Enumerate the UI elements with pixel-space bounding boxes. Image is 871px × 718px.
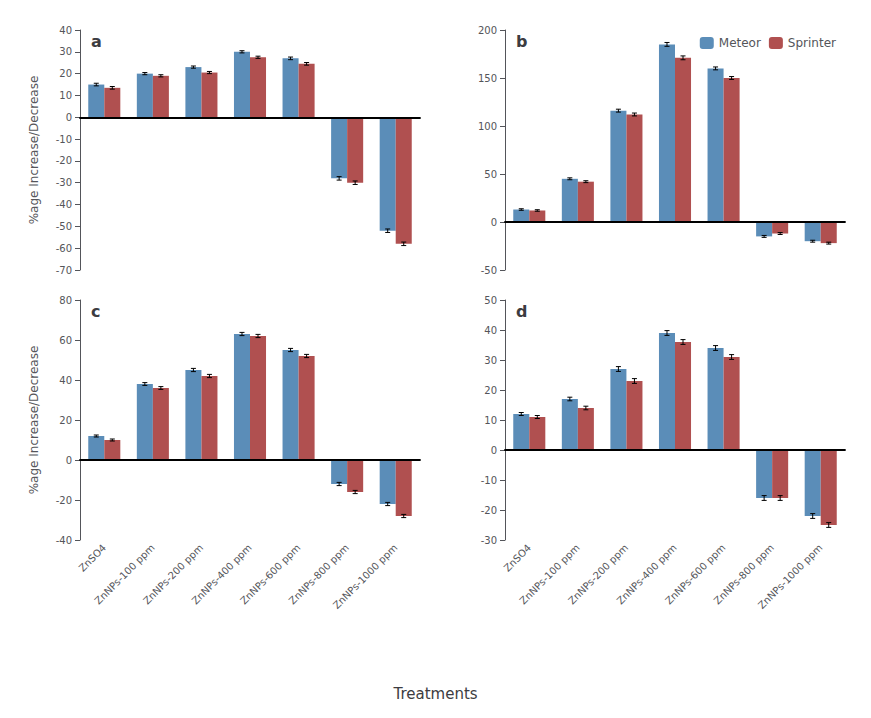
svg-text:-20: -20: [481, 505, 497, 516]
svg-text:0: 0: [66, 455, 72, 466]
svg-text:0: 0: [491, 217, 497, 228]
svg-text:-30: -30: [56, 177, 72, 188]
svg-text:-50: -50: [481, 265, 497, 276]
svg-text:ZnNPs-200 ppm: ZnNPs-200 ppm: [141, 542, 206, 607]
svg-text:-20: -20: [56, 155, 72, 166]
svg-text:ZnSO4: ZnSO4: [502, 542, 534, 574]
svg-text:Meteor: Meteor: [719, 36, 761, 50]
svg-text:0: 0: [491, 445, 497, 456]
svg-text:50: 50: [484, 295, 497, 306]
svg-text:10: 10: [59, 90, 72, 101]
svg-text:ZnSO4: ZnSO4: [77, 542, 109, 574]
svg-text:ZnNPs-600 ppm: ZnNPs-600 ppm: [238, 542, 303, 607]
svg-text:ZnNPs-1000 ppm: ZnNPs-1000 ppm: [331, 542, 400, 611]
svg-text:%age Increase/Decrease: %age Increase/Decrease: [27, 346, 41, 495]
svg-text:b: b: [516, 32, 527, 51]
svg-text:-50: -50: [56, 221, 72, 232]
svg-text:-40: -40: [56, 199, 72, 210]
svg-text:-60: -60: [56, 243, 72, 254]
svg-text:60: 60: [59, 335, 72, 346]
svg-text:-70: -70: [56, 265, 72, 276]
svg-text:40: 40: [484, 325, 497, 336]
svg-text:c: c: [91, 302, 100, 321]
svg-text:0: 0: [66, 112, 72, 123]
svg-text:Sprinter: Sprinter: [788, 36, 836, 50]
svg-text:40: 40: [59, 375, 72, 386]
svg-text:ZnNPs-600 ppm: ZnNPs-600 ppm: [663, 542, 728, 607]
svg-text:d: d: [516, 302, 527, 321]
svg-text:40: 40: [59, 25, 72, 36]
svg-text:100: 100: [478, 121, 497, 132]
svg-text:80: 80: [59, 295, 72, 306]
svg-text:20: 20: [59, 68, 72, 79]
svg-text:150: 150: [478, 73, 497, 84]
svg-text:200: 200: [478, 25, 497, 36]
svg-text:-10: -10: [56, 134, 72, 145]
svg-text:50: 50: [484, 169, 497, 180]
svg-text:ZnNPs-800 ppm: ZnNPs-800 ppm: [286, 542, 351, 607]
svg-text:ZnNPs-100 ppm: ZnNPs-100 ppm: [92, 542, 157, 607]
svg-text:ZnNPs-800 ppm: ZnNPs-800 ppm: [711, 542, 776, 607]
svg-text:30: 30: [59, 46, 72, 57]
svg-text:ZnNPs-400 ppm: ZnNPs-400 ppm: [189, 542, 254, 607]
svg-text:20: 20: [484, 385, 497, 396]
svg-text:-10: -10: [481, 475, 497, 486]
svg-text:-40: -40: [56, 535, 72, 546]
svg-text:Treatments: Treatments: [392, 685, 477, 703]
svg-text:ZnNPs-1000 ppm: ZnNPs-1000 ppm: [756, 542, 825, 611]
svg-text:30: 30: [484, 355, 497, 366]
svg-text:ZnNPs-400 ppm: ZnNPs-400 ppm: [614, 542, 679, 607]
svg-text:-20: -20: [56, 495, 72, 506]
svg-text:%age Increase/Decrease: %age Increase/Decrease: [27, 76, 41, 225]
svg-text:20: 20: [59, 415, 72, 426]
svg-text:-30: -30: [481, 535, 497, 546]
svg-text:ZnNPs-200 ppm: ZnNPs-200 ppm: [566, 542, 631, 607]
svg-text:ZnNPs-100 ppm: ZnNPs-100 ppm: [517, 542, 582, 607]
svg-text:10: 10: [484, 415, 497, 426]
svg-text:a: a: [91, 32, 102, 51]
